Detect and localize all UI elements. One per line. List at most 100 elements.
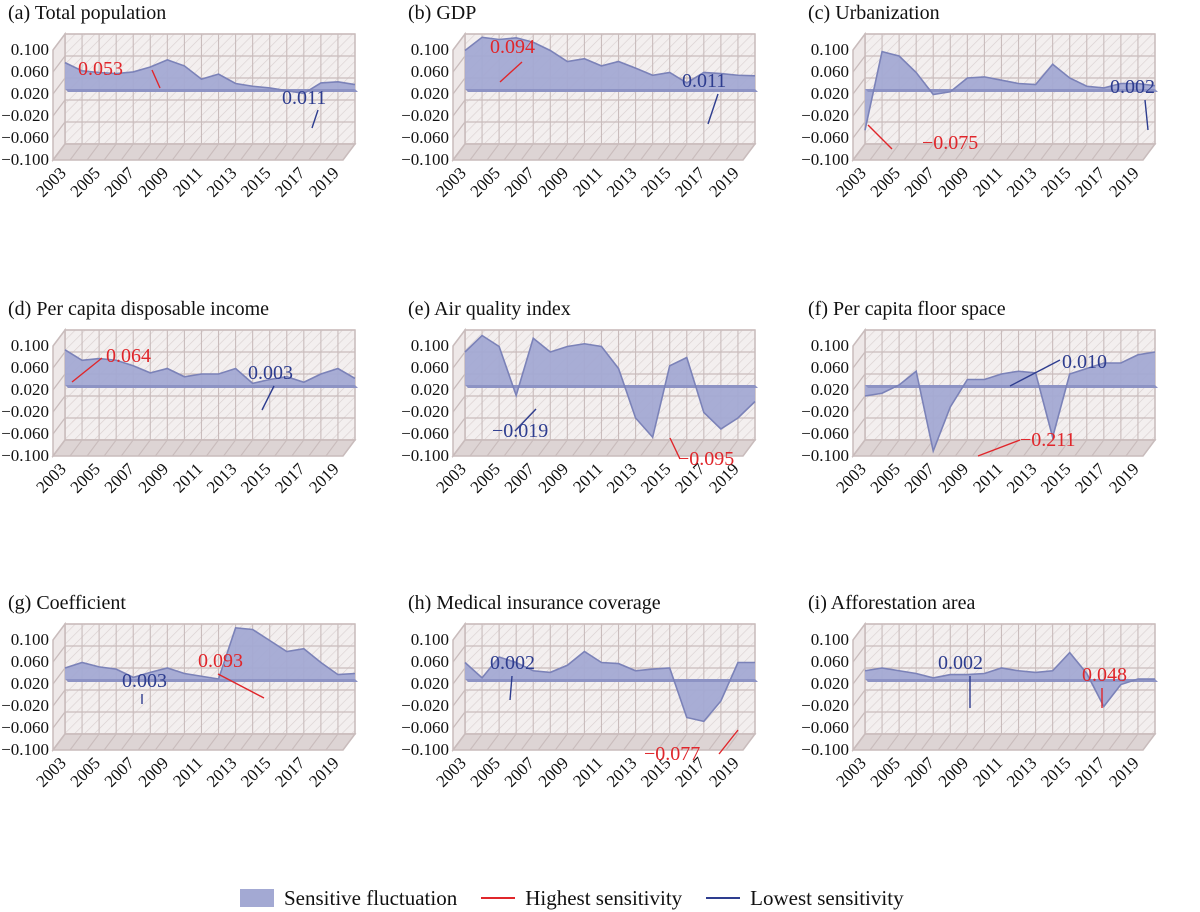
lowest-annotation-label: 0.002 xyxy=(490,652,535,674)
chart-title: (e) Air quality index xyxy=(408,298,571,320)
y-tick-label: −0.060 xyxy=(401,128,449,147)
area-base xyxy=(65,679,358,682)
year-gridline xyxy=(240,34,254,161)
x-tick-label: 2019 xyxy=(305,459,342,496)
year-gridline xyxy=(1023,34,1037,161)
y-tick-label: −0.100 xyxy=(1,446,49,465)
y-tick-label: −0.060 xyxy=(401,718,449,737)
year-gridline xyxy=(171,330,185,457)
x-tick-label: 2003 xyxy=(32,459,69,496)
year-gridline xyxy=(189,330,203,457)
legend-item-fluctuation: Sensitive fluctuation xyxy=(240,886,457,911)
side-wall xyxy=(852,31,866,163)
chart-title: (a) Total population xyxy=(8,2,167,24)
year-gridline xyxy=(325,34,339,161)
fluctuation-line xyxy=(464,36,756,84)
highest-annotation-label: −0.077 xyxy=(644,743,700,765)
x-tick-label: 2007 xyxy=(901,163,939,201)
year-gridline xyxy=(852,330,866,457)
x-tick-label: 2017 xyxy=(671,163,709,201)
year-gridline xyxy=(103,624,117,751)
y-tick-label: −0.020 xyxy=(1,106,49,125)
highest-annotation-label: −0.095 xyxy=(678,448,734,470)
year-gridline xyxy=(920,624,934,751)
year-gridline xyxy=(257,330,271,457)
chart-title: (f) Per capita floor space xyxy=(808,298,1006,320)
y-tick-label: 0.060 xyxy=(811,358,849,377)
x-tick-label: 2009 xyxy=(135,459,172,496)
fluctuation-line xyxy=(64,626,356,680)
x-tick-label: 2017 xyxy=(271,459,309,497)
y-tick-label: −0.020 xyxy=(801,106,849,125)
x-tick-label: 2011 xyxy=(969,163,1006,200)
fluctuation-line xyxy=(864,50,1156,131)
year-gridline xyxy=(674,34,688,161)
chart-panel: (d) Per capita disposable income 0.100 0.0… xyxy=(0,296,400,589)
year-gridline xyxy=(308,624,322,751)
x-tick-label: 2003 xyxy=(432,459,469,496)
y-tick-label: 0.100 xyxy=(811,336,849,355)
year-gridline xyxy=(742,330,756,457)
x-tick-label: 2015 xyxy=(1037,753,1074,790)
x-tick-label: 2007 xyxy=(101,753,139,791)
chart-title: (d) Per capita disposable income xyxy=(8,298,270,320)
area-base xyxy=(465,385,758,388)
floor xyxy=(51,143,357,161)
area-base xyxy=(865,679,1158,682)
year-gridline xyxy=(520,624,534,751)
year-gridline xyxy=(206,330,220,457)
x-tick-label: 2009 xyxy=(935,163,972,200)
highest-annotation-leader xyxy=(977,439,1021,457)
x-tick-label: 2011 xyxy=(969,753,1006,790)
x-tick-label: 2013 xyxy=(203,163,240,200)
fluctuation-line xyxy=(64,349,356,385)
area-base xyxy=(865,385,1158,388)
floor xyxy=(451,143,757,161)
year-gridline xyxy=(989,624,1003,751)
x-tick-label: 2005 xyxy=(466,459,503,496)
year-gridline xyxy=(606,624,620,751)
x-tick-label: 2003 xyxy=(32,753,69,790)
year-gridline xyxy=(725,34,739,161)
fluctuation-area xyxy=(465,37,755,89)
legend-swatch-highest xyxy=(481,897,516,899)
y-tick-label: −0.060 xyxy=(401,424,449,443)
year-gridline xyxy=(86,624,100,751)
year-gridline xyxy=(469,624,483,751)
lowest-annotation-leader xyxy=(707,93,719,125)
y-tick-label: 0.100 xyxy=(811,630,849,649)
x-tick-label: 2015 xyxy=(1037,459,1074,496)
x-tick-label: 2005 xyxy=(866,163,903,200)
y-tick-label: 0.100 xyxy=(411,336,449,355)
y-tick-label: −0.060 xyxy=(801,128,849,147)
year-gridline xyxy=(1091,34,1105,161)
y-tick-label: 0.020 xyxy=(11,380,49,399)
y-tick-label: 0.060 xyxy=(11,62,49,81)
x-tick-label: 2015 xyxy=(637,163,674,200)
side-wall xyxy=(452,621,466,753)
x-tick-label: 2019 xyxy=(705,163,742,200)
x-tick-label: 2003 xyxy=(432,753,469,790)
floor xyxy=(851,439,1157,457)
chart-svg: 0.1000.0600.020−0.020−0.060−0.1002003200… xyxy=(401,31,758,201)
lowest-annotation-label: 0.010 xyxy=(1062,351,1107,373)
y-tick-label: −0.060 xyxy=(801,424,849,443)
x-tick-label: 2013 xyxy=(603,459,640,496)
area-base xyxy=(65,385,358,388)
x-tick-label: 2017 xyxy=(271,163,309,201)
year-gridline xyxy=(937,624,951,751)
year-gridline xyxy=(325,330,339,457)
chart-panel: (h) Medical insurance coverage 0.100 0.060… xyxy=(400,590,800,883)
fluctuation-line xyxy=(64,58,356,95)
year-gridline xyxy=(742,34,756,161)
x-tick-label: 2005 xyxy=(66,163,103,200)
year-gridline xyxy=(86,34,100,161)
y-tick-label: 0.020 xyxy=(811,84,849,103)
year-gridline xyxy=(1125,624,1139,751)
year-gridline xyxy=(223,330,237,457)
chart-svg: 0.1000.0600.020−0.020−0.060−0.1002003200… xyxy=(801,31,1158,201)
lowest-annotation-leader xyxy=(261,385,275,411)
chart-svg: 0.1000.0600.020−0.020−0.060−0.1002003200… xyxy=(801,327,1158,497)
chart-panel: (c) Urbanization 0.100 0.060 0.020 −0.020 −0.… xyxy=(800,0,1200,293)
